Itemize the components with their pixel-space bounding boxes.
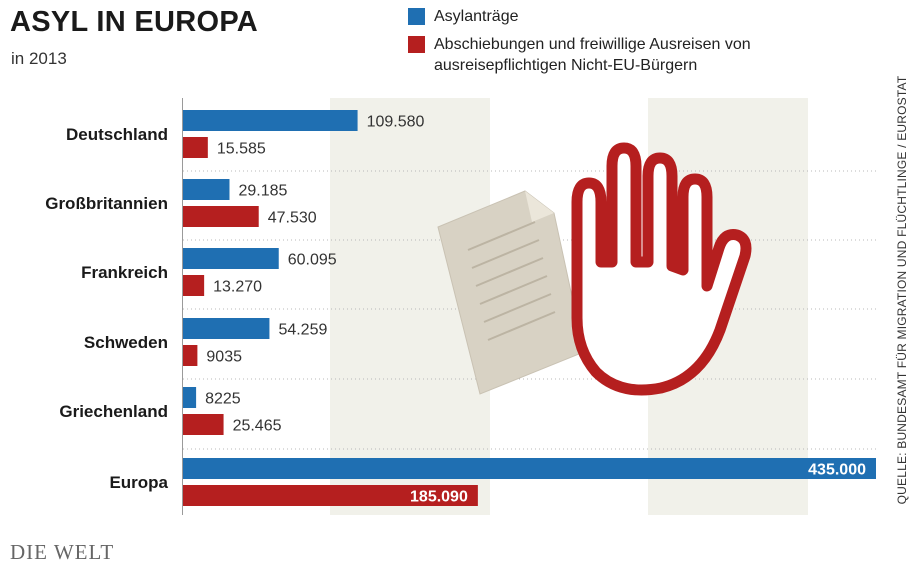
category-label: Frankreich bbox=[81, 263, 168, 282]
bar-asyl bbox=[183, 458, 876, 479]
data-label: 13.270 bbox=[213, 279, 262, 296]
data-label: 29.185 bbox=[238, 183, 287, 200]
brand-logo: DIE WELT bbox=[10, 540, 115, 564]
chart-title: ASYL IN EUROPA bbox=[10, 6, 259, 38]
bar-asyl bbox=[183, 179, 230, 200]
category-label: Großbritannien bbox=[45, 194, 168, 213]
legend-label-abschiebung: Abschiebungen und freiwillige Ausreisen … bbox=[434, 36, 751, 74]
data-label: 109.580 bbox=[367, 114, 425, 131]
category-label: Deutschland bbox=[66, 125, 168, 144]
data-label: 435.000 bbox=[808, 462, 866, 479]
bar-asyl bbox=[183, 387, 197, 408]
chart-subtitle: in 2013 bbox=[11, 49, 67, 68]
illustration bbox=[437, 142, 752, 396]
category-label: Europa bbox=[109, 473, 168, 492]
stop-hand-icon bbox=[571, 142, 752, 396]
labels-layer: Deutschland 109.580 15.585 Großbritannien 29… bbox=[45, 114, 866, 506]
data-label: 8225 bbox=[205, 391, 241, 408]
bar-asyl bbox=[183, 248, 279, 269]
data-label: 25.465 bbox=[233, 418, 282, 435]
category-label: Griechenland bbox=[59, 402, 168, 421]
bar-asyl bbox=[183, 110, 358, 131]
data-label: 9035 bbox=[206, 349, 242, 366]
legend: Asylanträge Abschiebungen und freiwillig… bbox=[408, 6, 824, 83]
legend-item-asyl: Asylanträge bbox=[408, 6, 824, 27]
source-note: QUELLE: BUNDESAMT FÜR MIGRATION UND FLÜC… bbox=[895, 75, 909, 505]
bars-layer bbox=[183, 110, 876, 506]
bar-abschiebung bbox=[183, 414, 224, 435]
category-label: Schweden bbox=[84, 333, 168, 352]
legend-swatch-abschiebung bbox=[408, 36, 425, 53]
bar-abschiebung bbox=[183, 206, 259, 227]
legend-label-asyl: Asylanträge bbox=[434, 8, 519, 25]
data-label: 15.585 bbox=[217, 141, 266, 158]
bar-abschiebung bbox=[183, 275, 205, 296]
bar-abschiebung bbox=[183, 485, 478, 506]
document-icon bbox=[437, 190, 585, 395]
data-label: 185.090 bbox=[410, 489, 468, 506]
data-label: 60.095 bbox=[288, 252, 337, 269]
bar-abschiebung bbox=[183, 345, 198, 366]
data-label: 47.530 bbox=[268, 210, 317, 227]
legend-item-abschiebung: Abschiebungen und freiwillige Ausreisen … bbox=[408, 34, 824, 76]
data-label: 54.259 bbox=[278, 322, 327, 339]
bar-asyl bbox=[183, 318, 270, 339]
bar-abschiebung bbox=[183, 137, 208, 158]
legend-swatch-asyl bbox=[408, 8, 425, 25]
